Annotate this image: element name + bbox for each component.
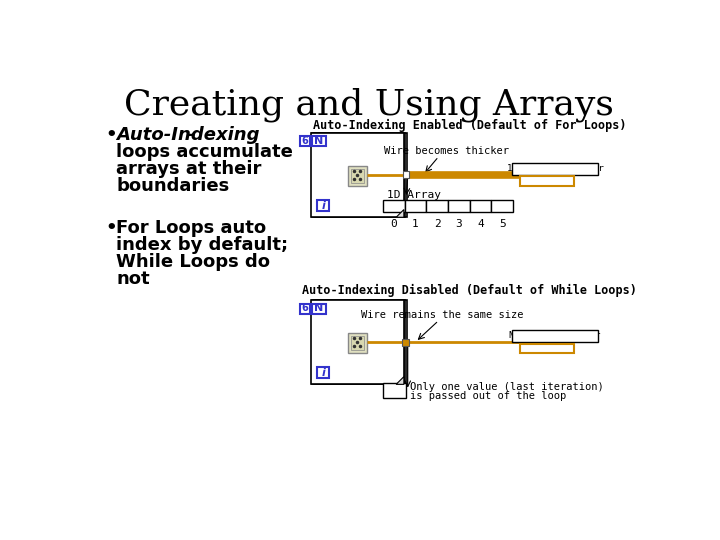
Bar xyxy=(469,200,492,212)
Text: •: • xyxy=(106,219,117,237)
Text: Numeric Indicator: Numeric Indicator xyxy=(509,332,600,340)
Polygon shape xyxy=(396,377,404,384)
Bar xyxy=(383,200,405,212)
Text: Only one value (last iteration): Only one value (last iteration) xyxy=(410,382,604,393)
Text: is passed out of the loop: is passed out of the loop xyxy=(410,391,567,401)
Bar xyxy=(300,303,310,314)
Text: 6: 6 xyxy=(302,136,308,146)
Text: 0: 0 xyxy=(390,219,397,229)
Text: 5: 5 xyxy=(499,219,505,229)
Text: Wire becomes thicker: Wire becomes thicker xyxy=(384,146,509,156)
Bar xyxy=(312,132,405,217)
Bar xyxy=(348,166,366,186)
Bar xyxy=(383,383,406,398)
Text: 4: 4 xyxy=(477,219,484,229)
Text: loops accumulate: loops accumulate xyxy=(117,143,293,161)
Bar xyxy=(300,137,310,146)
Bar xyxy=(314,132,407,217)
Bar xyxy=(402,339,409,346)
Bar xyxy=(492,200,513,212)
Bar xyxy=(311,132,404,217)
Text: Auto-Indexing Disabled (Default of While Loops): Auto-Indexing Disabled (Default of While… xyxy=(302,284,637,298)
Text: While Loops do: While Loops do xyxy=(117,253,270,271)
Text: 3: 3 xyxy=(456,219,462,229)
Text: index by default;: index by default; xyxy=(117,236,289,254)
Text: 1: 1 xyxy=(412,219,419,229)
Bar xyxy=(348,333,366,353)
Text: [DBL]: [DBL] xyxy=(534,343,561,353)
Bar xyxy=(405,200,426,212)
Bar xyxy=(520,177,575,186)
Polygon shape xyxy=(396,210,404,217)
Text: 1D Array: 1D Array xyxy=(387,190,441,200)
Bar xyxy=(311,300,404,384)
Bar xyxy=(312,303,325,314)
Text: 6: 6 xyxy=(302,303,308,313)
Bar xyxy=(312,300,405,384)
Text: Creating and Using Arrays: Creating and Using Arrays xyxy=(124,88,614,123)
Bar xyxy=(426,200,448,212)
Bar xyxy=(520,343,575,353)
Bar xyxy=(312,137,325,146)
Text: i: i xyxy=(321,368,325,378)
Text: not: not xyxy=(117,269,150,288)
Text: Auto-Indexing Enabled (Default of For Loops): Auto-Indexing Enabled (Default of For Lo… xyxy=(313,119,626,132)
Text: N: N xyxy=(314,303,323,313)
Text: 2: 2 xyxy=(434,219,441,229)
Bar xyxy=(351,168,364,183)
Text: Wire remains the same size: Wire remains the same size xyxy=(361,309,524,320)
Text: [DBL]: [DBL] xyxy=(534,177,561,186)
Text: For Loops auto: For Loops auto xyxy=(117,219,266,237)
Bar xyxy=(513,330,598,342)
Bar xyxy=(317,200,330,211)
Bar xyxy=(314,300,407,384)
Text: 1D Array Indicator: 1D Array Indicator xyxy=(507,164,603,173)
Text: Auto-Indexing: Auto-Indexing xyxy=(117,126,260,144)
Bar xyxy=(351,336,364,350)
Text: arrays at their: arrays at their xyxy=(117,160,262,178)
Text: –: – xyxy=(180,126,195,144)
Bar xyxy=(513,163,598,175)
Bar xyxy=(317,367,330,378)
Text: boundaries: boundaries xyxy=(117,177,230,195)
Bar xyxy=(448,200,469,212)
Bar xyxy=(403,171,408,178)
Text: i: i xyxy=(321,201,325,211)
Text: N: N xyxy=(314,136,323,146)
Text: •: • xyxy=(106,126,117,144)
